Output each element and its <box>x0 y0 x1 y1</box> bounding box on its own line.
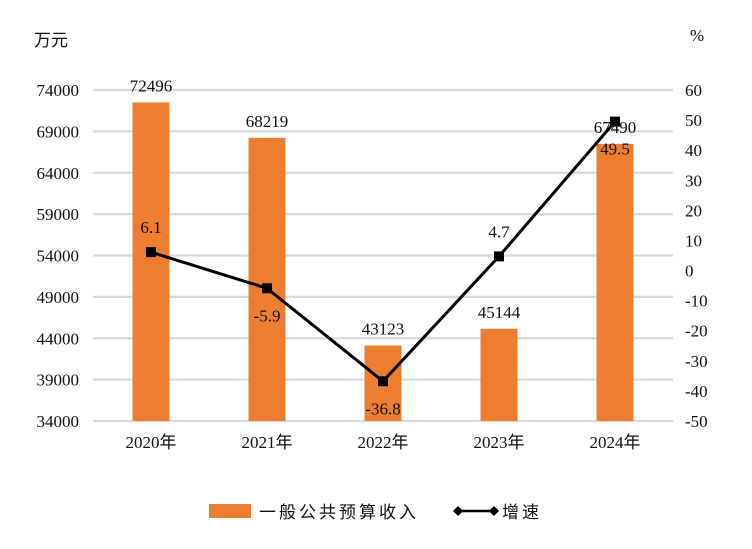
line-series <box>146 116 620 387</box>
line-value-label: 49.5 <box>600 140 630 159</box>
left-axis-ticks: 74000 69000 64000 59000 54000 49000 44000 39000… <box>37 81 80 431</box>
bar-value-label: 67490 <box>594 118 637 137</box>
bar[interactable] <box>596 143 634 422</box>
line-marker[interactable] <box>610 116 620 127</box>
left-axis-unit: 万元 <box>34 31 68 50</box>
right-tick-label: -20 <box>685 322 708 341</box>
line-value-label: -36.8 <box>365 399 400 418</box>
legend-item-bar[interactable]: 一般公共预算收入 <box>209 498 419 523</box>
left-tick-label: 54000 <box>37 247 80 266</box>
line-marker[interactable] <box>262 283 272 294</box>
right-tick-label: -50 <box>685 412 708 431</box>
bar-series <box>132 102 634 422</box>
bar[interactable] <box>248 137 286 421</box>
right-axis-ticks: 60 50 40 30 20 10 0 -10 -20 -30 -40 -50 <box>685 81 708 431</box>
left-tick-label: 64000 <box>37 164 80 183</box>
legend: 一般公共预算收入 增速 <box>0 498 752 522</box>
legend-bar-swatch <box>209 503 251 518</box>
legend-line-label: 增速 <box>502 503 542 522</box>
x-tick-label: 2024年 <box>590 433 641 452</box>
right-tick-label: 20 <box>685 201 702 220</box>
line-marker[interactable] <box>378 376 388 387</box>
line-value-label: 6.1 <box>140 218 161 237</box>
left-tick-label: 44000 <box>37 329 80 348</box>
left-tick-label: 39000 <box>37 371 80 390</box>
line-value-label: -5.9 <box>254 306 281 325</box>
legend-item-line[interactable]: 增速 <box>452 498 542 523</box>
line-marker[interactable] <box>494 251 504 262</box>
right-tick-label: -10 <box>685 292 708 311</box>
right-tick-label: 40 <box>685 141 702 160</box>
legend-bar-label: 一般公共预算收入 <box>259 503 419 522</box>
gridlines <box>93 88 673 423</box>
line-marker[interactable] <box>146 247 156 258</box>
legend-line-marker-icon <box>453 505 499 516</box>
x-tick-label: 2023年 <box>474 433 525 452</box>
left-tick-label: 69000 <box>37 122 80 141</box>
left-tick-label: 59000 <box>37 205 80 224</box>
x-tick-label: 2021年 <box>242 433 293 452</box>
x-axis-labels: 2020年 2021年 2022年 2023年 2024年 <box>126 433 641 452</box>
right-axis-unit: % <box>690 26 705 45</box>
x-tick-label: 2022年 <box>358 433 409 452</box>
bar-value-label: 72496 <box>130 76 173 95</box>
bar-value-label: 45144 <box>478 303 521 322</box>
bar-value-label: 68219 <box>246 112 289 131</box>
bar-value-label: 43123 <box>362 320 405 339</box>
right-tick-label: 10 <box>685 231 702 250</box>
line-value-label: 4.7 <box>488 222 510 241</box>
right-tick-label: -40 <box>685 382 708 401</box>
bar[interactable] <box>480 328 518 421</box>
bar[interactable] <box>132 102 170 421</box>
right-tick-label: 60 <box>685 81 702 100</box>
growth-line <box>150 120 617 384</box>
right-tick-label: 30 <box>685 171 702 190</box>
right-tick-label: 0 <box>685 262 694 281</box>
right-tick-label: -30 <box>685 352 708 371</box>
left-tick-label: 74000 <box>37 81 80 100</box>
left-tick-label: 49000 <box>37 288 80 307</box>
x-tick-label: 2020年 <box>126 433 177 452</box>
right-tick-label: 50 <box>685 111 702 130</box>
data-labels: 72496 68219 43123 45144 67490 6.1 -5.9 -36.8 4.7… <box>130 76 637 418</box>
left-tick-label: 34000 <box>37 412 80 431</box>
